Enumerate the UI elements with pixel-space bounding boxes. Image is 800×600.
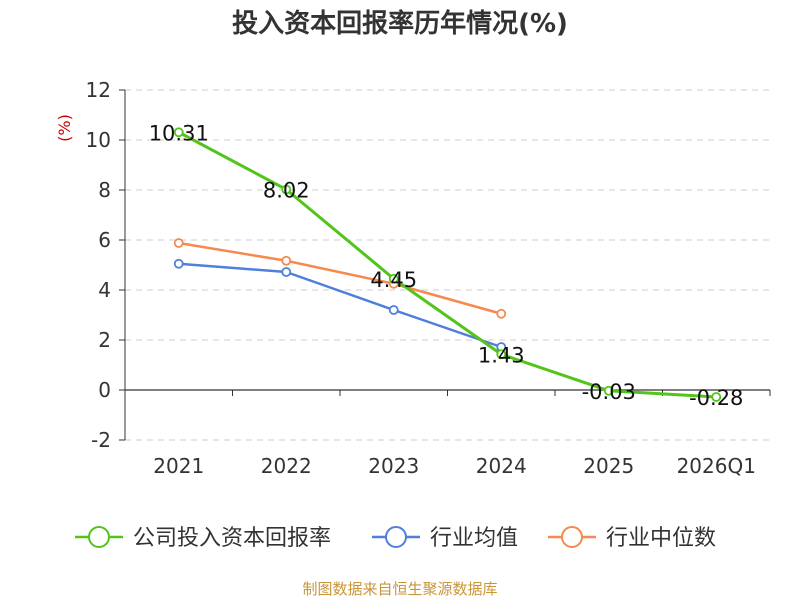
y-tick-label: 0 — [98, 378, 111, 402]
legend-item: 行业均值 — [372, 526, 518, 551]
data-point — [388, 305, 399, 315]
legend-marker — [88, 526, 110, 548]
x-tick-label: 2024 — [476, 454, 527, 478]
x-tick-label: 2022 — [261, 454, 312, 478]
y-tick-label: 12 — [86, 78, 111, 102]
data-point — [603, 385, 614, 396]
data-label: -0.03 — [582, 380, 636, 404]
y-tick-label: 6 — [98, 228, 111, 252]
x-tick-label: 2023 — [368, 454, 419, 478]
legend-label: 行业中位数 — [606, 526, 716, 551]
series-line — [178, 262, 502, 349]
series-lines — [178, 130, 717, 399]
data-point — [711, 392, 722, 402]
data-point — [496, 308, 507, 319]
y-axis-label: (%) — [55, 114, 74, 142]
y-tick-label: 4 — [98, 278, 111, 302]
chart-title: 投入资本回报率历年情况(%) — [232, 9, 568, 39]
x-tick-label: 2021 — [153, 454, 204, 478]
x-tick-label: 2025 — [583, 454, 634, 478]
series-points — [173, 127, 722, 402]
y-tick-label: 8 — [98, 178, 111, 202]
source-note: 制图数据来自恒生聚源数据库 — [302, 580, 498, 598]
legend-item: 公司投入资本回报率 — [75, 526, 331, 551]
data-label: 10.31 — [149, 121, 209, 145]
data-label: -0.28 — [689, 386, 743, 410]
data-point — [281, 255, 292, 266]
series-line — [178, 130, 717, 399]
series-line — [178, 241, 502, 315]
data-point — [388, 273, 399, 284]
data-point — [173, 258, 184, 269]
y-tick-label: 2 — [98, 328, 111, 352]
data-point — [173, 238, 184, 248]
legend-marker — [385, 526, 407, 548]
legend-marker — [561, 526, 583, 548]
data-point — [281, 184, 292, 195]
legend: 公司投入资本回报率 行业均值 行业中位数 — [75, 526, 716, 551]
x-tick-label: 2026Q1 — [677, 454, 756, 478]
y-tick-label: 10 — [86, 128, 111, 152]
legend-label: 公司投入资本回报率 — [133, 526, 331, 551]
axes: 12 10 8 6 4 2 0 -2 2021 2022 2023 2024 2025 2026Q1 (%) — [55, 78, 771, 478]
legend-label: 行业均值 — [430, 526, 518, 551]
data-label: 1.43 — [478, 343, 525, 367]
grid-lines — [125, 89, 770, 441]
data-labels: 10.31 8.02 4.45 1.43 -0.03 -0.28 — [149, 121, 744, 410]
data-point — [496, 349, 507, 360]
data-label: 4.45 — [370, 268, 417, 292]
legend-item: 行业中位数 — [548, 526, 716, 551]
data-point — [281, 267, 292, 277]
y-tick-label: -2 — [91, 428, 111, 452]
data-point — [173, 127, 184, 138]
data-label: 8.02 — [263, 179, 310, 203]
